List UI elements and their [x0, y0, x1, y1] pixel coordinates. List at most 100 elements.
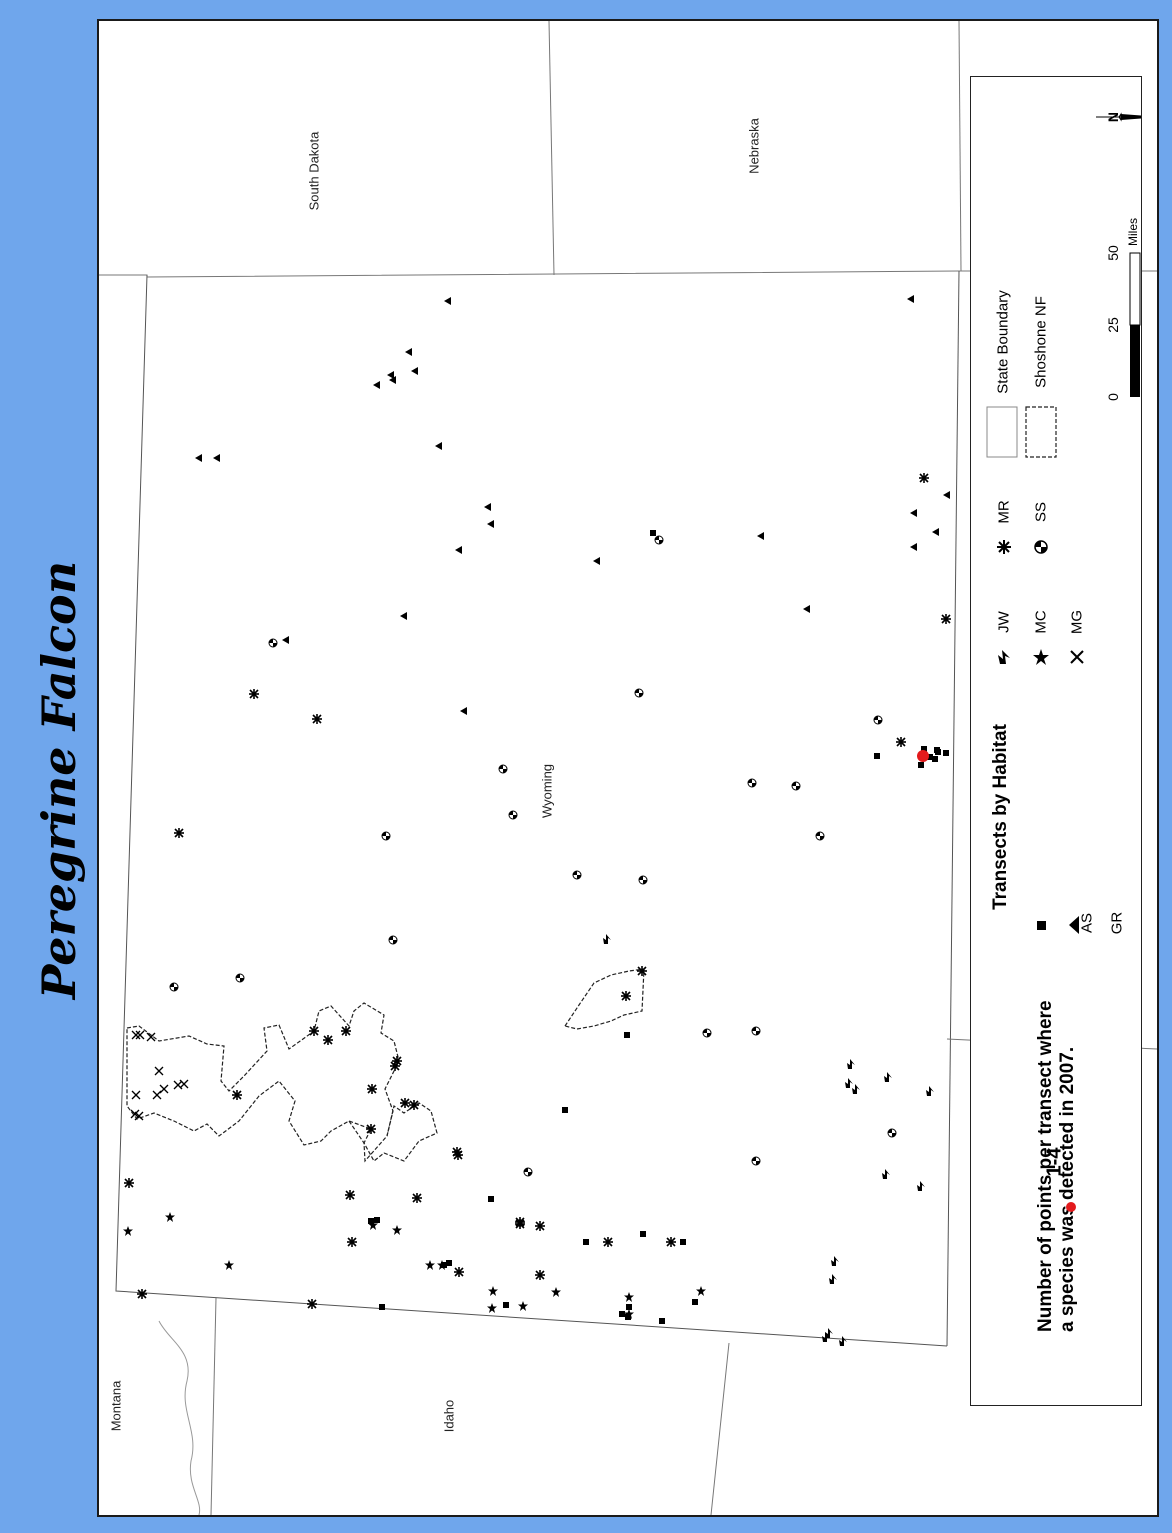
transect-star-10	[551, 1287, 561, 1297]
transect-asterisk-6	[124, 1178, 134, 1188]
state-boundary-ne-east	[958, 21, 962, 272]
transect-star-6	[437, 1260, 447, 1270]
transect-halfcircle-18	[169, 982, 179, 992]
transect-lightning-1	[847, 1059, 855, 1069]
legend-lightning-icon	[998, 650, 1010, 664]
transect-lightning-12	[839, 1336, 847, 1346]
north-label: N	[1105, 111, 1121, 123]
transect-asterisk-10	[453, 1150, 463, 1160]
transect-triangle-0	[195, 454, 202, 462]
wyoming-boundary	[115, 274, 948, 1347]
transect-square-20	[379, 1304, 385, 1310]
legend-label-gr: GR	[1108, 911, 1126, 935]
transect-square-3	[927, 754, 933, 760]
transect-x-6	[131, 1090, 141, 1100]
transect-star-13	[624, 1309, 634, 1319]
transect-halfcircle-1	[388, 935, 398, 945]
legend-label-mc: MC	[1032, 610, 1050, 634]
transect-asterisk-27	[454, 1267, 464, 1277]
transect-triangle-13	[593, 557, 600, 565]
transect-square-21	[503, 1302, 509, 1308]
transect-x-3	[154, 1066, 164, 1076]
transect-asterisk-14	[366, 1124, 376, 1134]
transect-asterisk-29	[409, 1100, 419, 1110]
legend-label-as: AS	[1078, 912, 1096, 934]
transect-triangle-5	[389, 376, 396, 384]
transect-triangle-20	[910, 509, 917, 517]
transect-square-22	[368, 1218, 374, 1224]
transect-triangle-3	[444, 297, 451, 305]
transect-triangle-17	[757, 532, 764, 540]
transect-halfcircle-17	[887, 1128, 897, 1138]
legend-square-icon	[1037, 921, 1046, 930]
transect-asterisk-22	[637, 966, 647, 976]
scale-unit-miles: Miles	[1126, 217, 1140, 247]
transect-triangle-11	[487, 520, 494, 528]
transect-asterisk-1	[312, 714, 322, 724]
transect-square-1	[874, 753, 880, 759]
transect-asterisk-16	[309, 1026, 319, 1036]
transect-halfcircle-6	[638, 875, 648, 885]
transect-triangle-19	[943, 491, 950, 499]
transect-square-25	[374, 1217, 380, 1223]
transect-halfcircle-3	[498, 764, 508, 774]
transect-square-12	[583, 1239, 589, 1245]
transect-square-4	[932, 756, 938, 762]
transect-triangle-10	[484, 503, 491, 511]
transect-triangle-18	[803, 605, 810, 613]
transect-triangle-8	[411, 367, 418, 375]
transect-square-14	[680, 1239, 686, 1245]
transect-triangle-1	[213, 454, 220, 462]
transect-triangle-4	[373, 381, 380, 389]
transect-triangle-15	[282, 636, 289, 644]
legend-shoshone-swatch	[1025, 406, 1057, 458]
transect-asterisk-30	[390, 1061, 400, 1071]
transect-star-12	[696, 1286, 706, 1296]
transect-square-8	[918, 762, 924, 768]
transect-asterisk-3	[919, 473, 929, 483]
legend-triangle-icon	[1069, 916, 1079, 934]
transect-asterisk-28	[232, 1090, 242, 1100]
transect-lightning-2	[845, 1078, 853, 1088]
scale-tick-0: 0	[1105, 393, 1121, 401]
transect-halfcircle-15	[523, 1167, 533, 1177]
transect-asterisk-2	[249, 689, 259, 699]
transect-asterisk-0	[174, 828, 184, 838]
legend-half-filled-circle-icon	[1034, 540, 1048, 554]
label-south-dakota: South Dakota	[306, 131, 322, 211]
label-montana: Montana	[108, 1380, 124, 1432]
transect-asterisk-31	[400, 1098, 410, 1108]
wyoming-east-boundary	[946, 270, 960, 1347]
transect-square-5	[943, 750, 949, 756]
transect-halfcircle-8	[751, 1026, 761, 1036]
transect-lightning-6	[882, 1169, 890, 1179]
transect-halfcircle-10	[654, 535, 664, 545]
scale-bar-white-segment	[1129, 252, 1141, 326]
shoshone-nf-boundary-south	[348, 1102, 438, 1162]
transect-halfcircle-5	[572, 870, 582, 880]
transect-halfcircle-14	[815, 831, 825, 841]
transect-x-8	[159, 1084, 169, 1094]
map-title: Peregrine Falcon	[32, 560, 86, 1000]
transect-lightning-3	[852, 1084, 860, 1094]
transect-x-1	[135, 1030, 145, 1040]
transect-asterisk-18	[341, 1026, 351, 1036]
state-boundary-sd-ne-divider	[548, 21, 555, 276]
transect-square-16	[626, 1304, 632, 1310]
legend-asterisk-icon	[997, 540, 1011, 554]
transect-asterisk-4	[941, 614, 951, 624]
transect-x-5	[179, 1079, 189, 1089]
legend-label-shoshone-nf: Shoshone NF	[1032, 296, 1050, 388]
transect-lightning-0	[603, 934, 611, 944]
transect-triangle-6	[387, 371, 394, 379]
transect-square-15	[619, 1311, 625, 1317]
transect-square-23	[446, 1260, 452, 1266]
transect-star-2	[224, 1260, 234, 1270]
transect-triangle-9	[907, 295, 914, 303]
legend-box: Number of points per transect where a sp…	[970, 76, 1142, 1406]
transect-x-10	[134, 1111, 144, 1121]
transect-halfcircle-0	[235, 973, 245, 983]
transect-lightning-7	[917, 1181, 925, 1191]
transect-star-11	[624, 1292, 634, 1302]
